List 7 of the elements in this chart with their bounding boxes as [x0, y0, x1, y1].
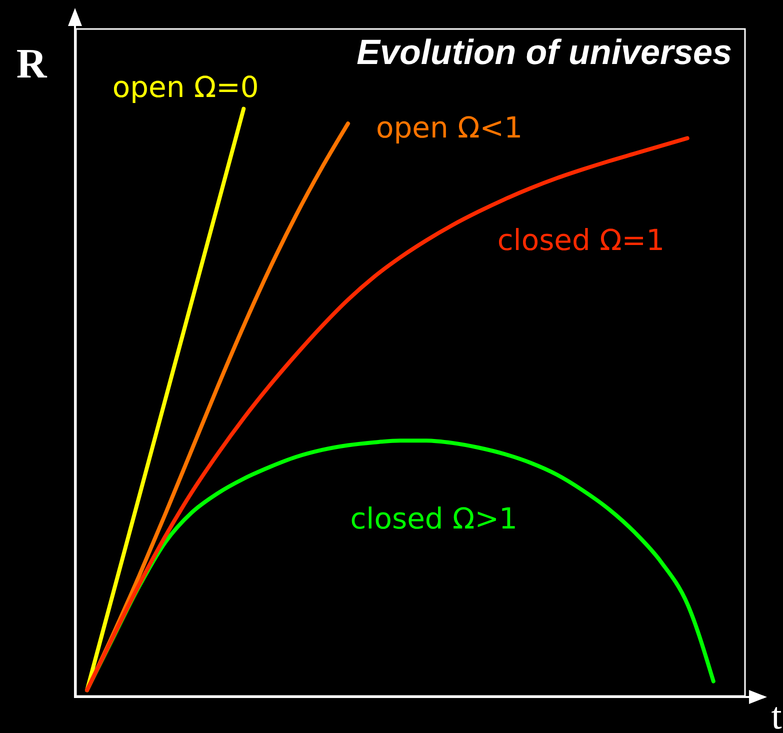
y-axis-title: R	[16, 42, 48, 88]
series-label: open Ω<1	[376, 110, 523, 145]
series-label: open Ω=0	[112, 70, 259, 104]
series-label: closed Ω=1	[497, 223, 665, 258]
x-axis-title: t	[771, 696, 782, 733]
series-label: closed Ω>1	[350, 502, 518, 536]
chart-title: Evolution of universes	[356, 33, 732, 72]
